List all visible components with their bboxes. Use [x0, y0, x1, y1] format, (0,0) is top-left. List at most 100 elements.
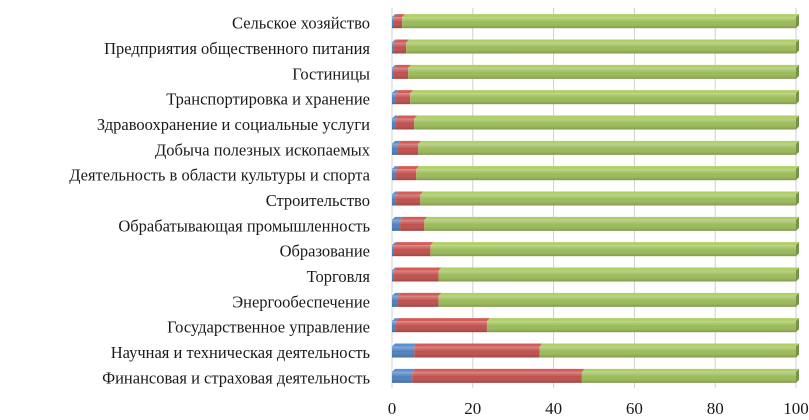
bar-segment-top	[410, 90, 799, 94]
bar-segment-top	[392, 267, 398, 271]
category-label: Гостиницы	[292, 64, 370, 83]
category-label: Государственное управление	[167, 318, 370, 337]
bar-segment-top	[420, 191, 799, 195]
bar-segment-top	[438, 292, 799, 296]
bar-segment-shading	[392, 219, 401, 231]
bar-segment-shading	[410, 93, 796, 105]
bar-segment-top	[392, 242, 398, 246]
bar-segment-top	[396, 191, 424, 195]
x-tick-label: 0	[388, 399, 397, 418]
bar-segment-shading	[438, 270, 796, 282]
bar-segment-shading	[392, 93, 397, 105]
bar-segment-shading	[392, 346, 415, 358]
bar-segment-side	[796, 191, 799, 206]
bar-segment-shading	[402, 17, 796, 29]
bar-segment-shading	[394, 67, 409, 79]
bar-segment-top	[406, 39, 799, 43]
x-tick-label: 20	[464, 399, 481, 418]
bar-segment-side	[796, 292, 799, 307]
bar-segment-shading	[392, 42, 395, 54]
bar-segment-top	[392, 343, 418, 347]
bar-segment-side	[796, 140, 799, 155]
bar-segment-shading	[396, 194, 421, 206]
bar-segment-top	[392, 140, 402, 144]
bar-segment-top	[392, 14, 398, 18]
bar-segment-top	[392, 166, 400, 170]
bar-segment-shading	[398, 295, 439, 307]
bar-segment-shading	[408, 67, 796, 79]
bar-segment-shading	[394, 245, 431, 257]
category-label: Предприятия общественного питания	[104, 39, 370, 58]
bar-segment-side	[796, 242, 799, 257]
bar-segment-shading	[392, 270, 395, 282]
bar-segment-shading	[416, 169, 796, 181]
category-label: Строительство	[266, 191, 370, 210]
bar-segment-top	[416, 166, 799, 170]
bar-segment-top	[392, 115, 400, 119]
bar-segment-top	[398, 140, 422, 144]
bar-segment-top	[392, 368, 416, 372]
bar-segment-top	[412, 368, 585, 372]
bar-segment-top	[539, 343, 799, 347]
category-label: Энергообеспечение	[232, 292, 370, 311]
bar-segment-top	[418, 140, 799, 144]
bar-segment-shading	[418, 143, 796, 155]
bar-segment-side	[796, 64, 799, 79]
category-label: Торговля	[307, 267, 371, 286]
bar-segment-shading	[398, 143, 419, 155]
bar-segment-shading	[392, 371, 413, 383]
bar-segment-shading	[394, 270, 439, 282]
category-label: Финансовая и страховая деятельность	[102, 368, 370, 387]
x-tick-label: 40	[545, 399, 562, 418]
bar-segment-side	[796, 39, 799, 54]
bar-segment-top	[394, 39, 410, 43]
bar-segment-side	[796, 90, 799, 105]
bar-segment-top	[394, 14, 406, 18]
bar-segment-shading	[406, 42, 796, 54]
bar-segment-side	[796, 267, 799, 282]
category-label: Образование	[280, 242, 370, 261]
bar-segment-top	[392, 191, 400, 195]
bar-segment-shading	[392, 143, 399, 155]
bar-segment-shading	[414, 346, 540, 358]
bar-segment-top	[396, 318, 490, 322]
bar-segment-side	[796, 166, 799, 181]
category-labels: Сельское хозяйство Предприятия общественн…	[69, 14, 371, 388]
bar-segment-shading	[420, 194, 796, 206]
bar-segment-side	[796, 216, 799, 231]
bar-segment-top	[398, 292, 442, 296]
bar-segment-top	[394, 267, 442, 271]
bar-segment-top	[408, 64, 799, 68]
category-label: Сельское хозяйство	[232, 14, 370, 33]
bar-segment-shading	[581, 371, 796, 383]
bar-segment-shading	[392, 17, 395, 29]
bar-segment-top	[392, 318, 400, 322]
bar-segment-top	[396, 166, 420, 170]
bar-segment-top	[392, 90, 400, 94]
bar-segment-side	[796, 343, 799, 358]
bar-segment-shading	[392, 321, 397, 333]
bar-segment-shading	[396, 321, 487, 333]
x-tick-label: 100	[783, 399, 809, 418]
bar-segment-shading	[414, 118, 796, 130]
bar-segment-shading	[392, 118, 397, 130]
bar-segment-top	[392, 39, 398, 43]
bar-segment-shading	[392, 295, 399, 307]
bar-segment-shading	[438, 295, 796, 307]
x-tick-label: 80	[707, 399, 724, 418]
x-axis-tick-labels: 0 20 40 60 80 100	[388, 399, 809, 418]
bar-segment-top	[424, 216, 799, 220]
bar-segment-top	[581, 368, 799, 372]
bars	[392, 14, 799, 383]
bar-segment-shading	[412, 371, 582, 383]
bar-segment-shading	[394, 42, 407, 54]
category-label: Научная и техническая деятельность	[111, 343, 371, 362]
bar-segment-shading	[392, 169, 397, 181]
bar-segment-top	[396, 115, 418, 119]
bar-segment-shading	[539, 346, 796, 358]
bar-segment-top	[392, 292, 402, 296]
bar-segment-side	[796, 318, 799, 333]
category-label: Транспортировка и хранение	[166, 90, 370, 109]
bar-segment-shading	[392, 245, 395, 257]
category-label: Обрабатывающая промышленность	[118, 216, 370, 235]
